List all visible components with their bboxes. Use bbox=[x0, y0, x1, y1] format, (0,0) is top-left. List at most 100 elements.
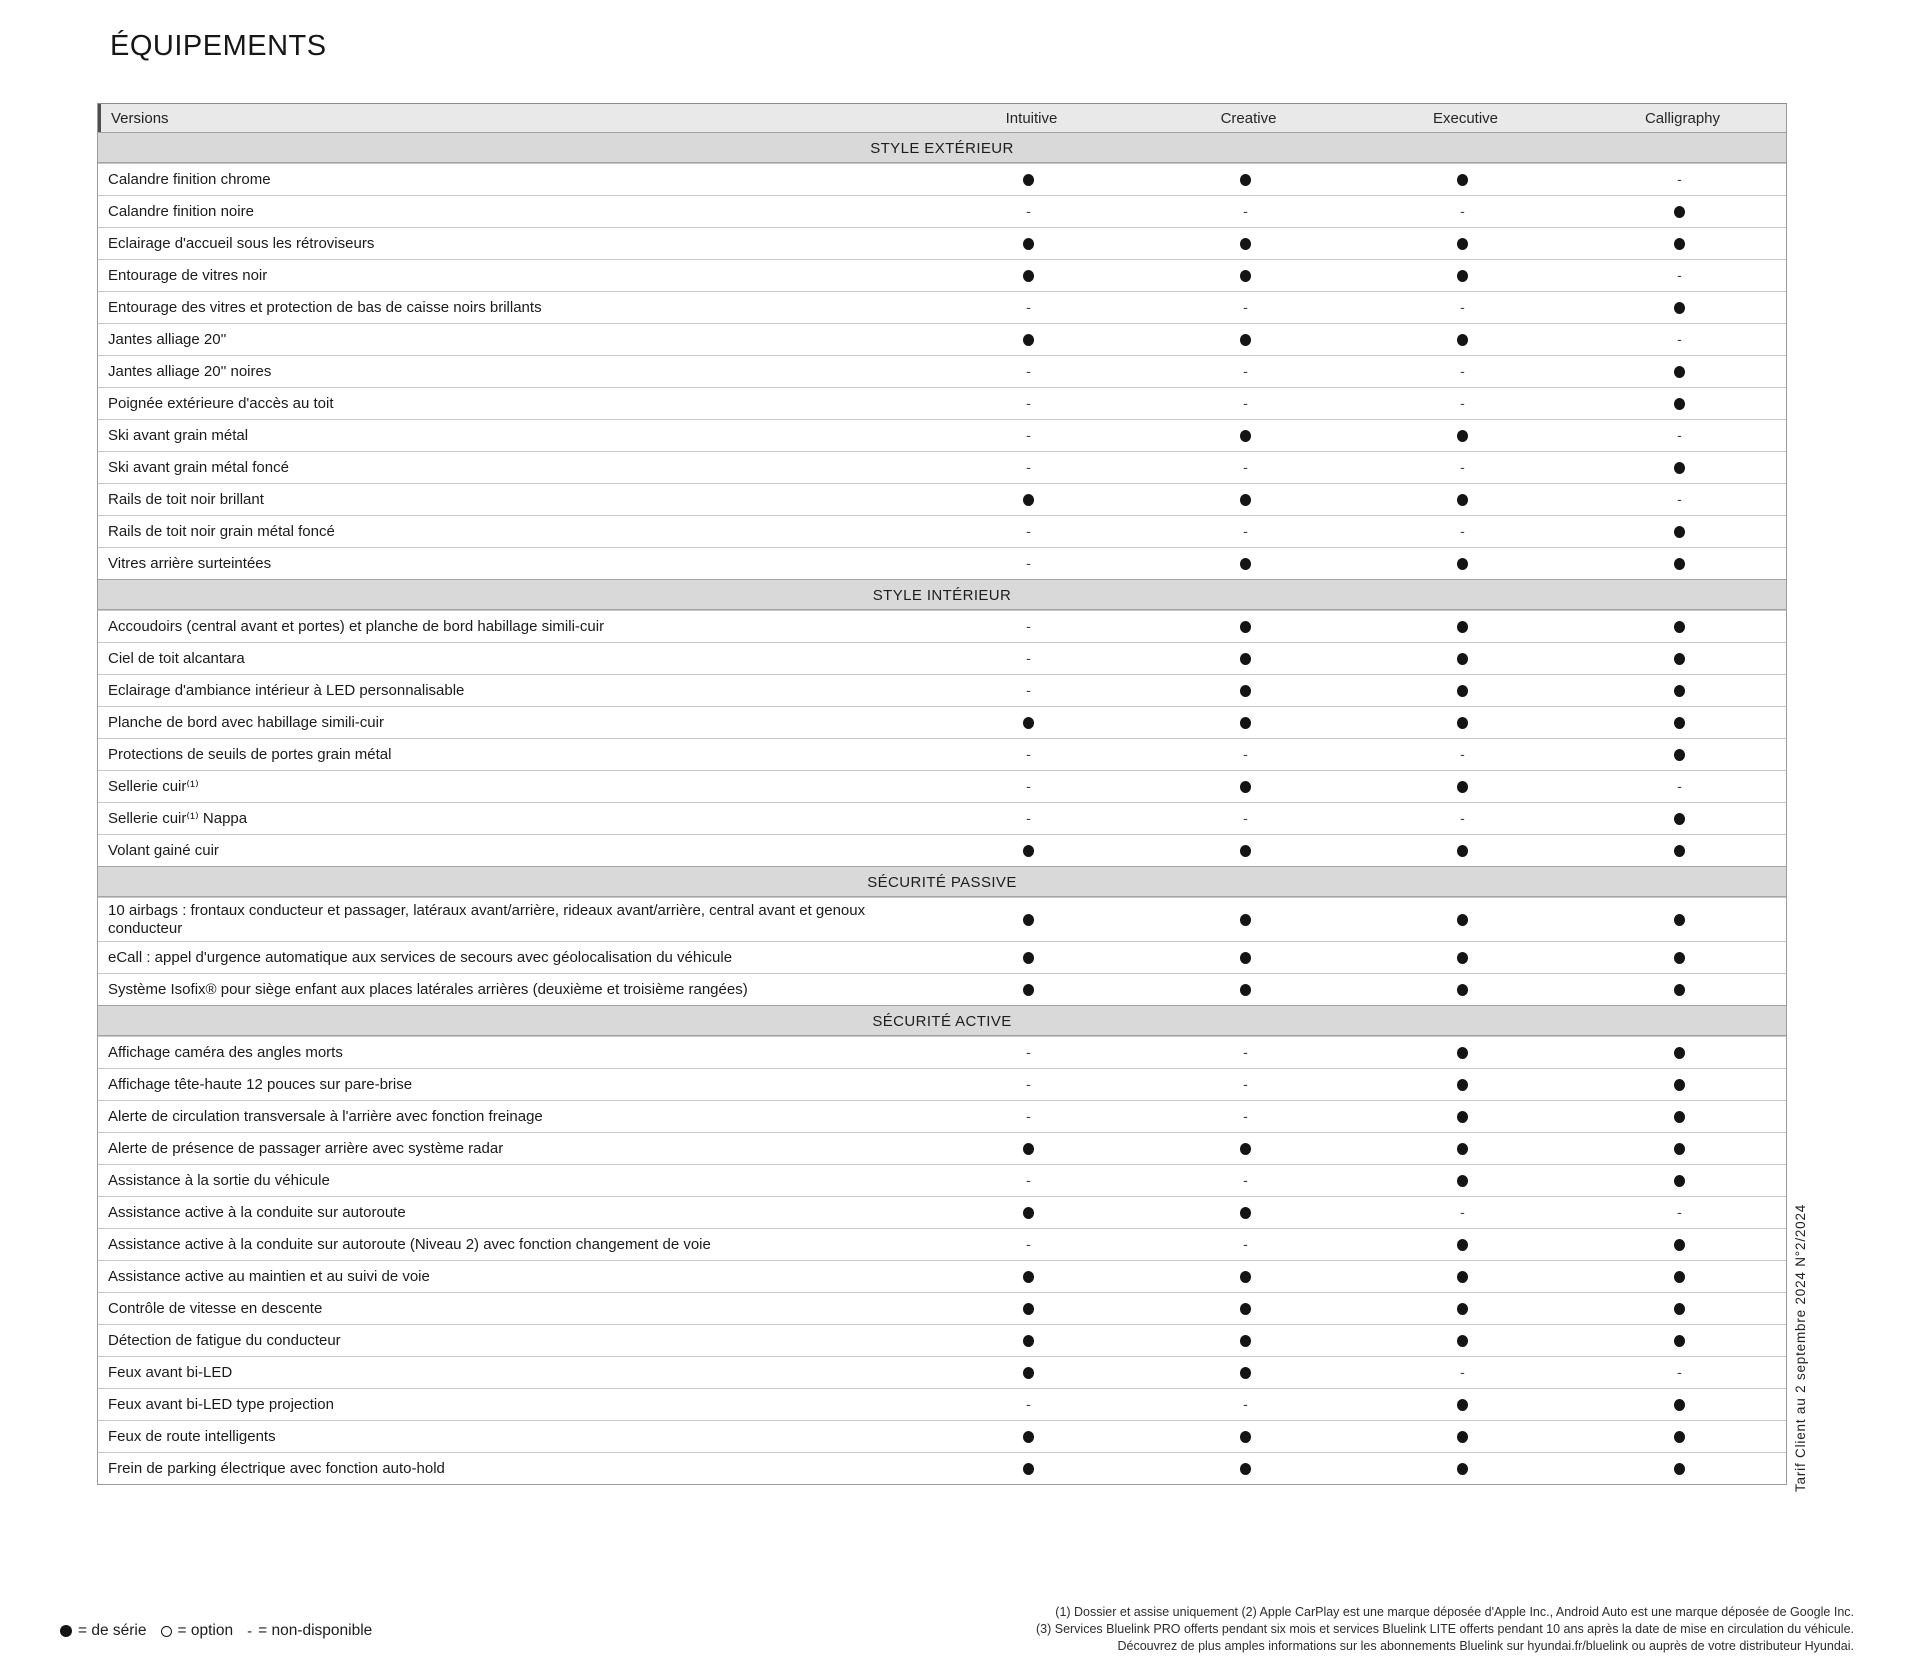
value-cell: - bbox=[920, 395, 1137, 412]
table-row: Assistance à la sortie du véhicule - - bbox=[98, 1164, 1786, 1197]
table-row: Affichage caméra des angles morts - - bbox=[98, 1036, 1786, 1069]
footer-note-2: (3) Services Bluelink PRO offerts pendan… bbox=[1035, 1622, 1854, 1636]
de-serie-dot-icon bbox=[1023, 1462, 1034, 1475]
table-row: Eclairage d'accueil sous les rétroviseur… bbox=[98, 227, 1786, 259]
de-serie-dot-icon bbox=[1240, 1302, 1251, 1315]
non-disponible-dash: - bbox=[1677, 1204, 1682, 1221]
legend-option-label: = option bbox=[177, 1622, 234, 1639]
non-disponible-dash: - bbox=[1677, 1364, 1682, 1381]
value-cell bbox=[1137, 951, 1354, 964]
value-cell bbox=[920, 1206, 1137, 1219]
non-disponible-dash: - bbox=[1243, 1236, 1248, 1253]
non-disponible-dash: - bbox=[1677, 331, 1682, 347]
value-cell bbox=[1571, 1334, 1788, 1347]
non-disponible-dash: - bbox=[1243, 523, 1248, 539]
de-serie-dot-icon bbox=[1240, 173, 1251, 186]
non-disponible-dash: - bbox=[1026, 299, 1031, 315]
value-cell bbox=[1354, 1110, 1571, 1123]
non-disponible-dash: - bbox=[1026, 1044, 1031, 1061]
value-cell: - bbox=[1137, 203, 1354, 220]
row-label: Feux avant bi-LED type projection bbox=[108, 1396, 334, 1414]
de-serie-dot-icon bbox=[1457, 1110, 1468, 1123]
table-row: Feux de route intelligents bbox=[98, 1420, 1786, 1453]
non-disponible-dash: - bbox=[1677, 427, 1682, 443]
row-label: Jantes alliage 20'' noires bbox=[108, 362, 272, 380]
value-cell bbox=[1354, 269, 1571, 282]
value-cell: - bbox=[1354, 523, 1571, 540]
value-cell: - bbox=[920, 1044, 1137, 1061]
non-disponible-dash: - bbox=[1460, 363, 1465, 379]
de-serie-dot-icon bbox=[1674, 684, 1685, 697]
table-row: Calandre finition noire - - - bbox=[98, 195, 1786, 227]
value-cell bbox=[1137, 1302, 1354, 1315]
column-header-intuitive: Intuitive bbox=[1005, 109, 1058, 127]
row-label: Contrôle de vitesse en descente bbox=[108, 1300, 323, 1318]
legend-non-disponible-label: = non-disponible bbox=[258, 1622, 373, 1639]
value-cell bbox=[1571, 620, 1788, 633]
value-cell bbox=[1137, 1334, 1354, 1347]
non-disponible-dash: - bbox=[1460, 299, 1465, 315]
value-cell bbox=[920, 237, 1137, 250]
value-cell bbox=[1354, 1270, 1571, 1283]
value-cell bbox=[920, 1270, 1137, 1283]
value-cell bbox=[1571, 1302, 1788, 1315]
value-cell: - bbox=[1571, 331, 1788, 348]
value-cell bbox=[1137, 983, 1354, 996]
non-disponible-dash: - bbox=[1026, 459, 1031, 475]
non-disponible-dash: - bbox=[1026, 427, 1031, 443]
de-serie-dot-icon bbox=[1240, 1430, 1251, 1443]
row-label: Vitres arrière surteintées bbox=[108, 554, 272, 572]
value-cell bbox=[1571, 525, 1788, 538]
row-label: Feux avant bi-LED bbox=[108, 1364, 233, 1382]
de-serie-dot-icon bbox=[1674, 301, 1685, 314]
value-cell bbox=[1571, 237, 1788, 250]
value-cell bbox=[920, 1334, 1137, 1347]
value-cell: - bbox=[920, 427, 1137, 444]
value-cell: - bbox=[920, 746, 1137, 763]
row-label: Jantes alliage 20'' bbox=[108, 330, 227, 348]
value-cell: - bbox=[1137, 459, 1354, 476]
value-cell: - bbox=[1137, 1236, 1354, 1253]
de-serie-dot-icon bbox=[1457, 951, 1468, 964]
de-serie-dot-icon bbox=[1457, 1270, 1468, 1283]
value-cell: - bbox=[920, 555, 1137, 572]
value-cell bbox=[1571, 716, 1788, 729]
value-cell bbox=[1571, 748, 1788, 761]
de-serie-dot-icon bbox=[1674, 983, 1685, 996]
de-serie-dot-icon bbox=[1674, 1238, 1685, 1251]
de-serie-dot-icon bbox=[1240, 493, 1251, 506]
de-serie-dot-icon bbox=[1457, 333, 1468, 346]
table-row: Entourage de vitres noir - bbox=[98, 259, 1786, 291]
de-serie-dot-icon bbox=[1674, 913, 1685, 926]
value-cell: - bbox=[1571, 1364, 1788, 1381]
de-serie-dot-icon bbox=[1023, 844, 1034, 857]
row-label: Entourage des vitres et protection de ba… bbox=[108, 298, 542, 316]
table-row: Assistance active à la conduite sur auto… bbox=[98, 1228, 1786, 1261]
section-header: SÉCURITÉ PASSIVE bbox=[98, 866, 1786, 897]
table-row: Affichage tête-haute 12 pouces sur pare-… bbox=[98, 1068, 1786, 1101]
de-serie-dot-icon bbox=[1023, 1366, 1034, 1379]
non-disponible-dash: - bbox=[1243, 395, 1248, 411]
value-cell bbox=[1571, 205, 1788, 218]
row-label: Affichage tête-haute 12 pouces sur pare-… bbox=[108, 1076, 413, 1094]
row-label: Assistance active au maintien et au suiv… bbox=[108, 1268, 430, 1286]
de-serie-dot-icon bbox=[1457, 983, 1468, 996]
de-serie-dot-icon bbox=[1023, 1270, 1034, 1283]
de-serie-dot-icon bbox=[1674, 652, 1685, 665]
value-cell bbox=[920, 269, 1137, 282]
non-disponible-dash: - bbox=[1243, 459, 1248, 475]
value-cell bbox=[1137, 557, 1354, 570]
value-cell bbox=[1354, 1046, 1571, 1059]
table-row: Assistance active à la conduite sur auto… bbox=[98, 1196, 1788, 1229]
value-cell: - bbox=[1571, 1204, 1788, 1221]
table-row: Frein de parking électrique avec fonctio… bbox=[98, 1452, 1786, 1485]
value-cell bbox=[1137, 780, 1354, 793]
value-cell bbox=[1137, 1142, 1354, 1155]
de-serie-dot-icon bbox=[1457, 913, 1468, 926]
row-label: Accoudoirs (central avant et portes) et … bbox=[108, 617, 605, 635]
row-label: Planche de bord avec habillage simili-cu… bbox=[108, 713, 384, 731]
value-cell: - bbox=[1571, 778, 1788, 795]
de-serie-dot-icon bbox=[1023, 913, 1034, 926]
de-serie-dot-icon bbox=[1240, 1270, 1251, 1283]
non-disponible-dash: - bbox=[1026, 682, 1031, 698]
